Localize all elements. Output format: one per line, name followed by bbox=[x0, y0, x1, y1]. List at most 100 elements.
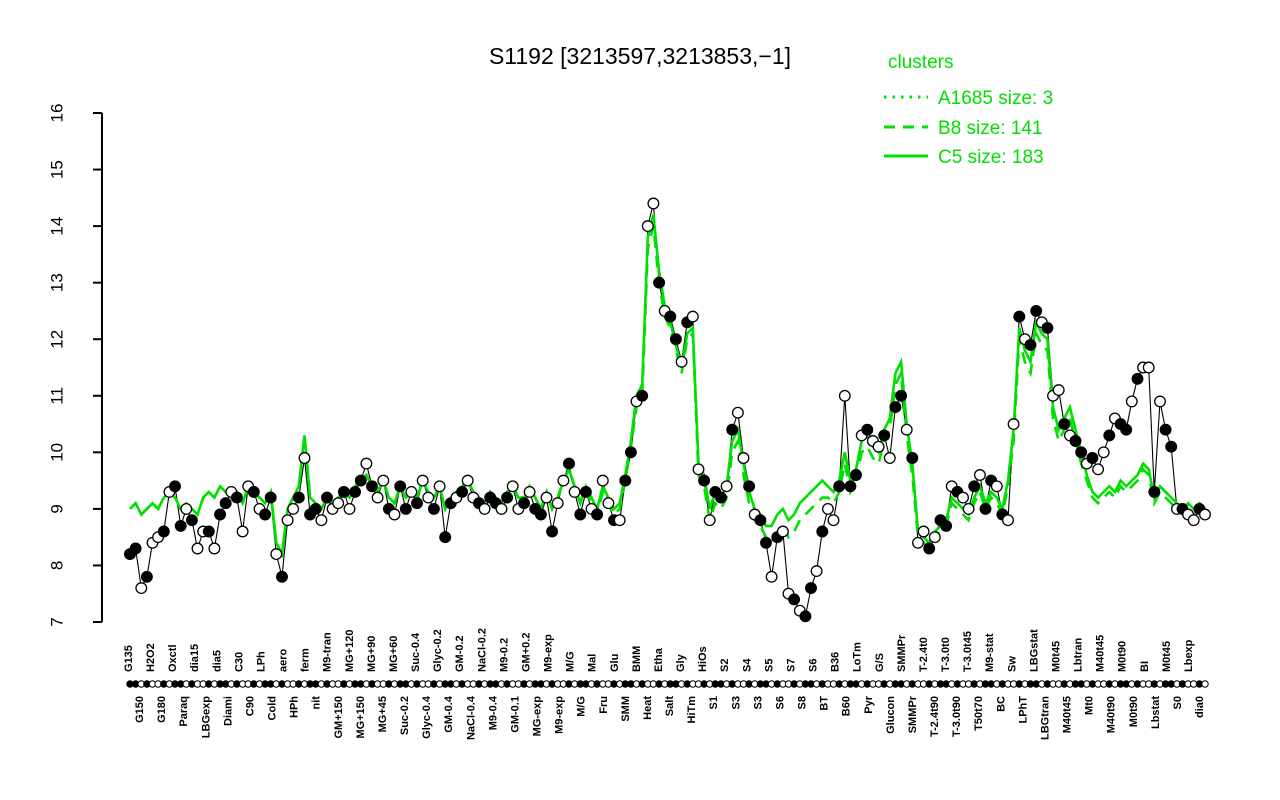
data-point bbox=[1024, 338, 1037, 351]
x-label: M9-exp bbox=[543, 634, 555, 672]
data-point bbox=[551, 497, 564, 510]
x-label: S3 bbox=[730, 696, 742, 709]
data-point bbox=[315, 514, 328, 527]
data-point bbox=[546, 525, 559, 538]
y-tick-label: 8 bbox=[47, 561, 66, 570]
y-tick-label: 14 bbox=[47, 217, 66, 236]
data-point bbox=[135, 582, 148, 595]
data-point bbox=[1086, 452, 1099, 464]
data-point bbox=[1159, 423, 1172, 436]
data-point bbox=[540, 491, 553, 504]
x-label: Glyc-0.2 bbox=[432, 629, 444, 672]
data-point bbox=[895, 389, 908, 402]
x-label: BI bbox=[1139, 661, 1151, 672]
x-label: BC bbox=[995, 696, 1007, 712]
y-tick-label: 16 bbox=[47, 104, 66, 123]
y-tick-label: 10 bbox=[47, 443, 66, 462]
data-point bbox=[563, 457, 575, 470]
data-point bbox=[827, 514, 840, 527]
data-point bbox=[309, 502, 322, 515]
x-label: Oxctl bbox=[167, 644, 179, 672]
data-point bbox=[191, 542, 204, 555]
x-label: ferm bbox=[300, 648, 312, 672]
x-label: LoTm bbox=[852, 642, 864, 672]
data-point bbox=[912, 536, 924, 549]
x-label: Fru bbox=[598, 696, 610, 714]
data-point bbox=[433, 480, 446, 493]
data-point bbox=[636, 389, 649, 402]
x-label: Mal bbox=[587, 654, 599, 672]
data-point bbox=[821, 502, 834, 515]
data-point bbox=[461, 474, 474, 487]
x-label: Mt0 bbox=[1084, 696, 1096, 715]
data-point bbox=[287, 502, 300, 515]
x-label: LBGtran bbox=[1039, 696, 1051, 740]
x-label: Lbtran bbox=[1073, 638, 1085, 673]
data-point bbox=[321, 491, 333, 504]
data-point bbox=[973, 469, 986, 481]
x-label: Glyc-0.4 bbox=[421, 695, 433, 739]
data-point bbox=[669, 333, 682, 346]
data-point bbox=[760, 536, 772, 549]
data-point bbox=[1030, 304, 1043, 317]
x-label: NaCl-0.4 bbox=[465, 695, 477, 740]
x-label: LBGexp bbox=[200, 696, 212, 738]
data-point bbox=[1092, 463, 1105, 476]
data-point bbox=[416, 474, 429, 487]
data-point bbox=[928, 531, 941, 544]
x-label: Pyr bbox=[863, 695, 875, 713]
x-label: H2O2 bbox=[145, 643, 157, 672]
x-label: LPh bbox=[256, 651, 268, 672]
data-point bbox=[990, 480, 1003, 493]
data-point bbox=[675, 355, 688, 368]
x-label: MG+60 bbox=[388, 636, 400, 672]
x-label: GM+0.2 bbox=[521, 633, 533, 672]
x-label: S6 bbox=[808, 659, 820, 672]
data-point bbox=[641, 220, 654, 233]
x-label: M/G bbox=[565, 651, 577, 672]
legend-label-a1685: A1685 size: 3 bbox=[938, 88, 1053, 109]
x-label: M/G bbox=[576, 696, 588, 717]
data-point bbox=[354, 474, 367, 487]
data-point bbox=[388, 508, 401, 521]
data-point bbox=[878, 429, 891, 442]
data-point bbox=[889, 401, 902, 414]
x-label: M0t90 bbox=[1117, 641, 1129, 672]
x-label: Diami bbox=[222, 696, 234, 726]
x-label: T-3.0t45 bbox=[962, 631, 974, 672]
data-point bbox=[371, 491, 384, 504]
data-point bbox=[259, 508, 272, 521]
data-point bbox=[236, 525, 249, 538]
x-label: SMMPr bbox=[896, 634, 908, 672]
x-label: T-3.0t90 bbox=[951, 696, 963, 737]
x-label: MG+45 bbox=[377, 696, 389, 732]
x-label: M9-0.2 bbox=[498, 638, 510, 672]
data-point bbox=[264, 491, 277, 504]
data-point bbox=[1075, 446, 1088, 459]
data-point bbox=[844, 480, 857, 493]
data-point bbox=[214, 508, 227, 521]
x-label: SMM bbox=[620, 696, 632, 722]
data-point bbox=[298, 452, 311, 464]
data-point bbox=[810, 565, 823, 578]
data-point bbox=[653, 276, 666, 289]
x-label: MG-exp bbox=[532, 696, 544, 737]
data-point bbox=[743, 480, 756, 493]
data-point bbox=[332, 497, 345, 510]
data-point bbox=[957, 491, 969, 504]
x-label: dia5 bbox=[211, 650, 223, 672]
y-tick-label: 9 bbox=[47, 504, 66, 513]
data-point bbox=[754, 514, 767, 527]
data-point bbox=[591, 508, 604, 521]
x-label: SMMPr bbox=[907, 695, 919, 733]
data-point bbox=[129, 542, 142, 555]
data-point bbox=[1002, 514, 1014, 527]
legend-label-b8: B8 size: 141 bbox=[938, 118, 1043, 139]
data-point bbox=[602, 497, 615, 510]
x-label: S3 bbox=[752, 696, 764, 709]
x-label: nit bbox=[311, 696, 323, 710]
data-point bbox=[1131, 372, 1144, 385]
data-point bbox=[861, 423, 874, 436]
data-point bbox=[523, 485, 536, 498]
x-label: Glu bbox=[609, 654, 621, 672]
